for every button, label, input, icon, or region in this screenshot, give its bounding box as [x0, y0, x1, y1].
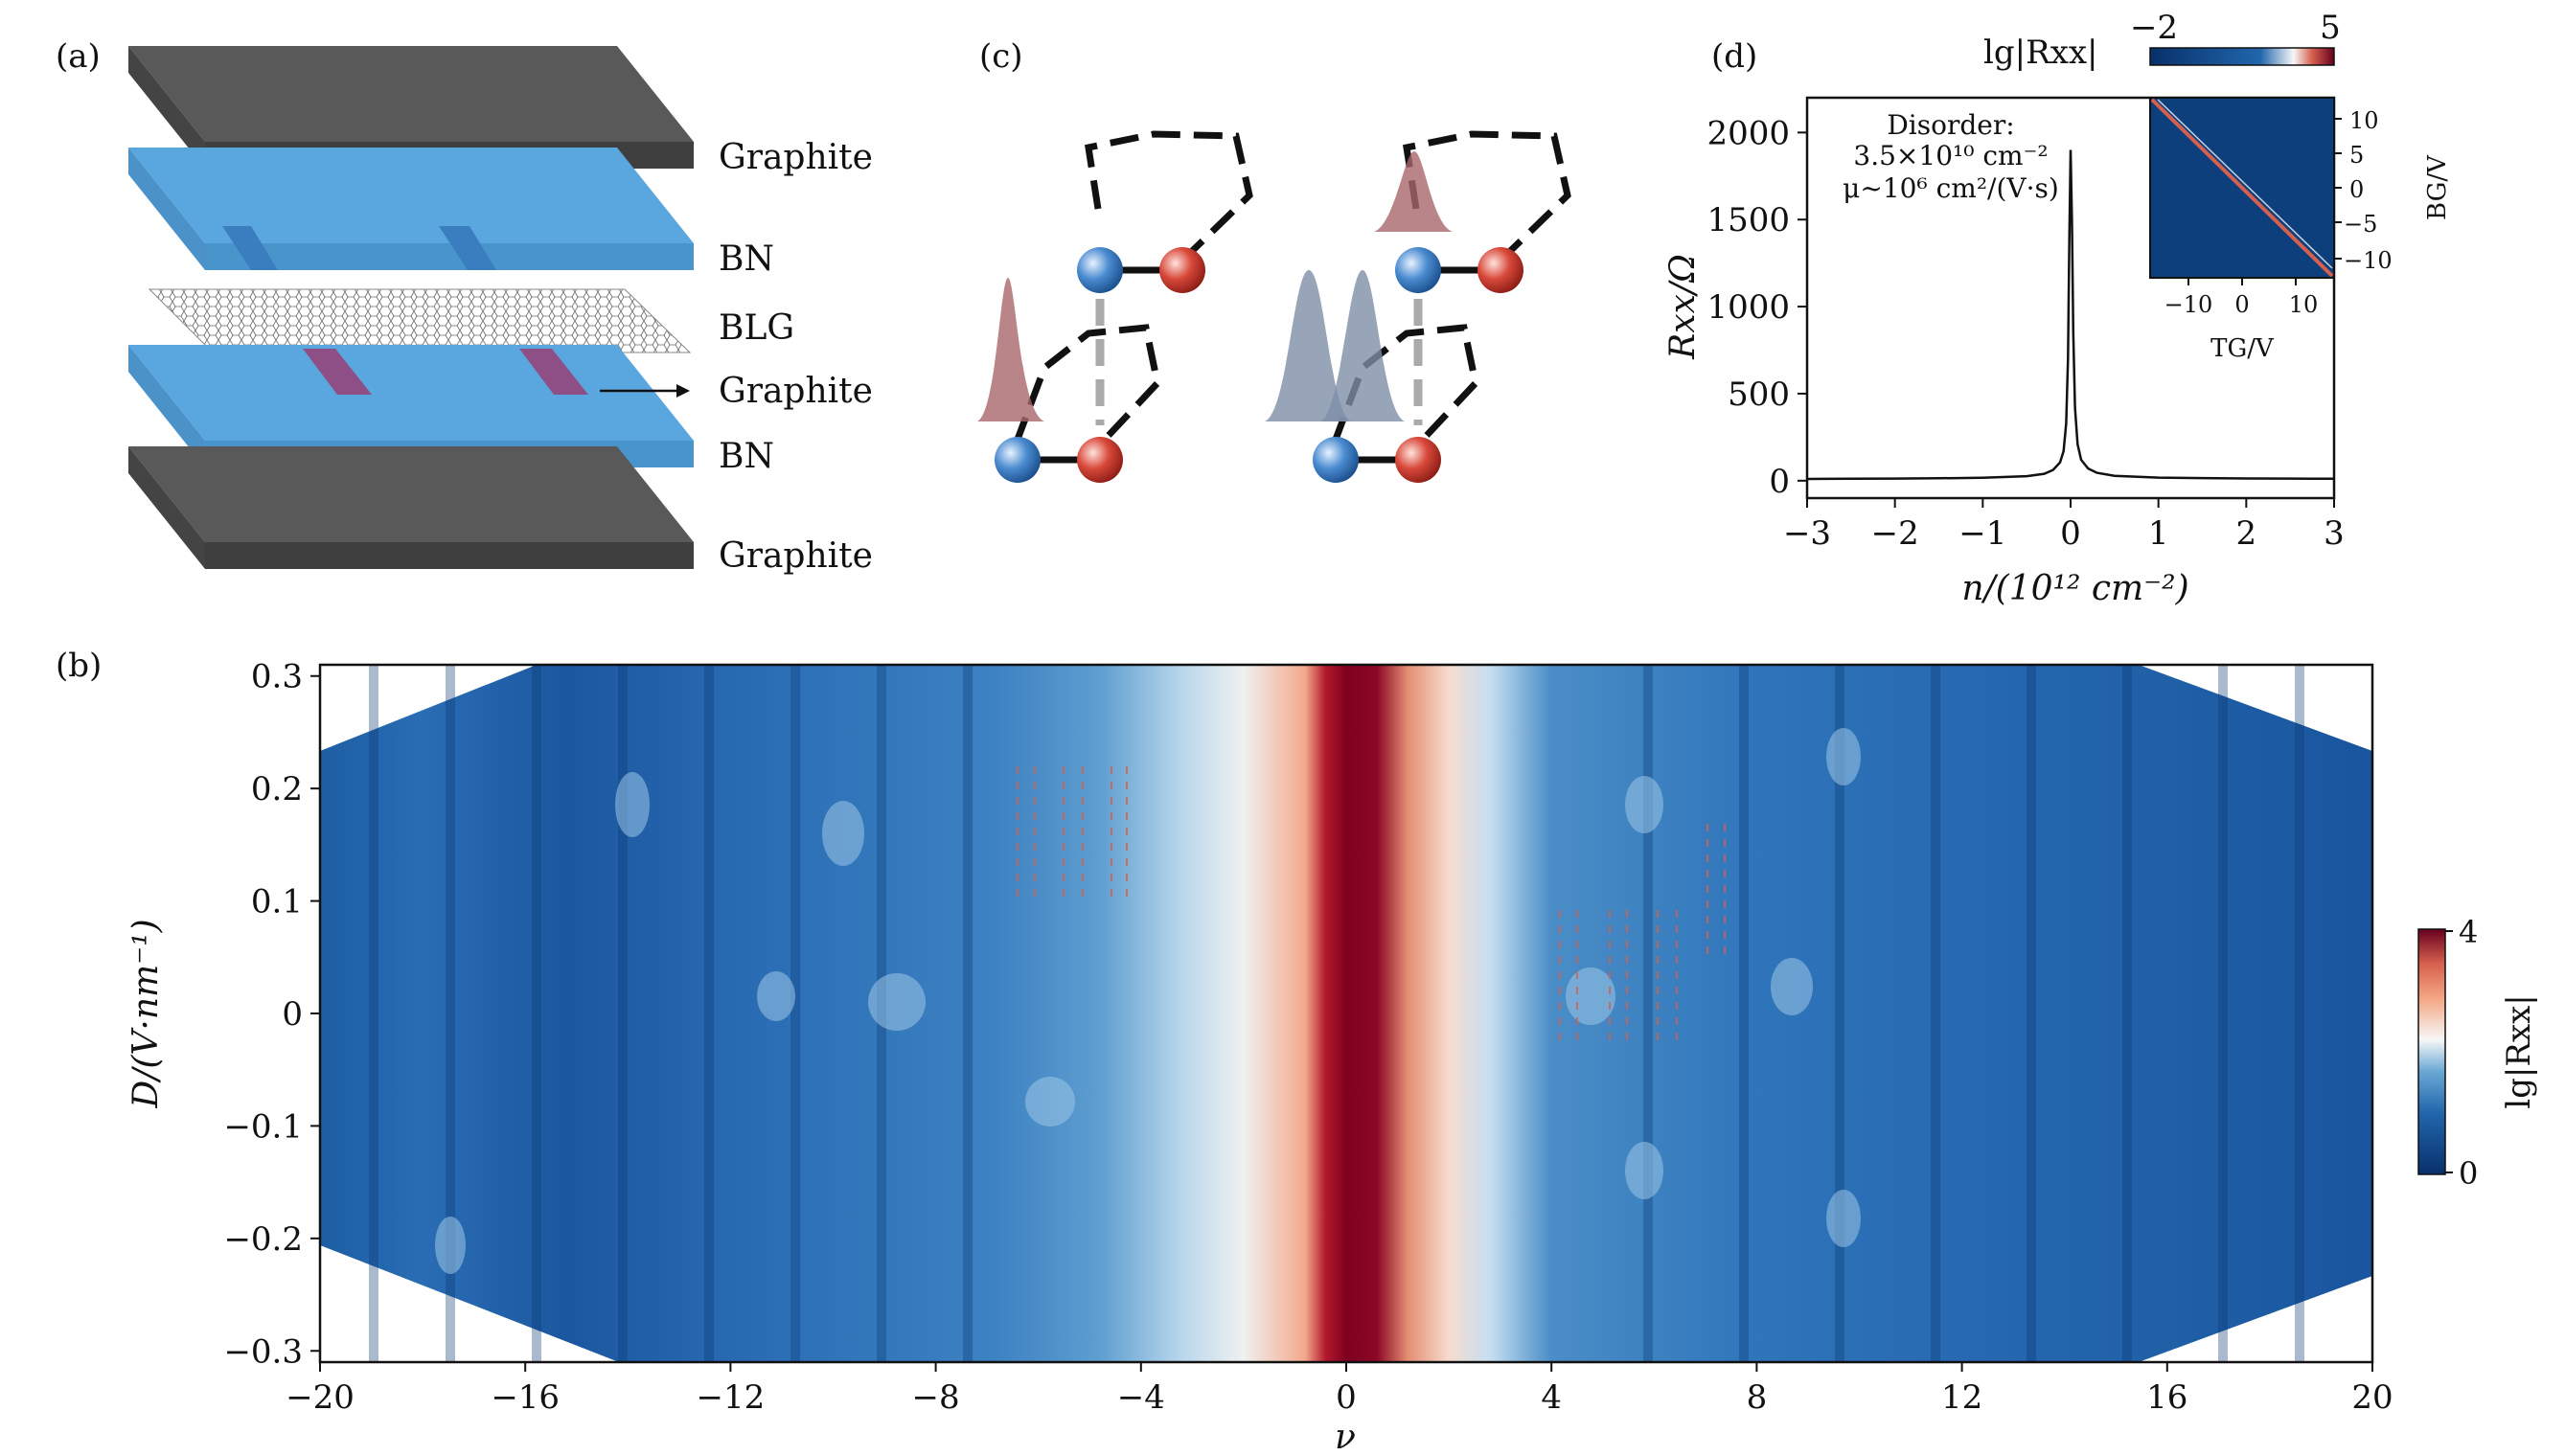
bn-layer-upper — [128, 148, 694, 243]
plot-b-xlabel: ν — [1335, 1418, 1356, 1456]
graphite-layer-top — [128, 46, 694, 142]
plot-b-xtick-label: 20 — [2351, 1378, 2393, 1417]
b-colorbar-label: lg|Rxx| — [2500, 994, 2538, 1109]
panel-c: (c) — [977, 37, 1571, 483]
plot-b-xtick-label: −8 — [912, 1378, 960, 1417]
hex-dashed-upper-left — [1085, 130, 1253, 262]
plot-d-ytick-label: 2000 — [1706, 114, 1790, 152]
bn-layer-lower — [128, 345, 694, 441]
d-colorbar-label: lg|Rxx| — [1983, 34, 2098, 72]
wavefunction-blue-right-b — [1320, 270, 1405, 421]
plot-b-ytick-label: −0.1 — [223, 1107, 303, 1146]
plot-b-ticks: −20 −16 −12 −8 −4 0 4 8 12 16 20 0.3 0.2 0.1 0 −0.1 −0.2… — [223, 658, 2393, 1417]
layer-label-graphite-top: Graphite — [719, 138, 873, 177]
contact-graphite-left — [303, 349, 372, 395]
plot-b-xtick-label: −16 — [491, 1378, 560, 1417]
disorder-annotation-line1: Disorder: — [1887, 109, 2014, 141]
rxx-curve — [1806, 149, 2335, 481]
atom-red-upper-left — [1159, 247, 1205, 293]
panel-b-label: (b) — [56, 647, 102, 685]
inset-axis-ticks — [2187, 118, 2342, 285]
layer-label-graphite-middle: Graphite — [719, 372, 873, 411]
plot-d-ytick-label: 500 — [1728, 375, 1790, 414]
panel-d-label: (d) — [1711, 37, 1757, 76]
plot-b-ytick-label: 0.3 — [251, 658, 303, 696]
plot-b-xtick-label: 12 — [1941, 1378, 1982, 1417]
inset-diagonal-line — [2150, 98, 2334, 278]
b-colorbar — [2417, 928, 2446, 1175]
inset-ytick-10: 10 — [2349, 107, 2379, 134]
wavefunction-red-left — [977, 278, 1044, 421]
atom-blue-upper-right — [1395, 247, 1441, 293]
atom-red-lower-right — [1395, 437, 1441, 483]
b-colorbar-tick-max: 4 — [2459, 914, 2478, 950]
mobility-annotation: μ~10⁶ cm²/(V·s) — [1843, 172, 2059, 204]
d-colorbar-tick-max: 5 — [2320, 9, 2341, 47]
inset-ytick-5: 5 — [2349, 142, 2364, 169]
plot-d-xtick-label: 1 — [2148, 514, 2169, 553]
atom-blue-upper-left — [1077, 247, 1123, 293]
atom-blue-lower-left — [995, 437, 1041, 483]
atom-blue-lower-right — [1313, 437, 1359, 483]
plot-b-xtick-label: −4 — [1117, 1378, 1165, 1417]
plot-d-xlabel: n/(10¹² cm⁻²) — [1961, 569, 2188, 608]
plot-b-ytick-label: 0.2 — [251, 770, 303, 808]
plot-d-ylabel: Rxx/Ω — [1663, 254, 1703, 360]
panel-b: (b) — [56, 647, 2538, 1456]
d-colorbar — [2149, 47, 2335, 66]
wavefunction-red-right — [1374, 151, 1453, 232]
plot-d-xtick-label: −3 — [1783, 514, 1831, 553]
plot-b-xtick-label: 0 — [1336, 1378, 1357, 1417]
plot-b-ylabel: D/(V·nm⁻¹) — [126, 919, 166, 1108]
contact-graphite-right — [519, 349, 588, 395]
plot-d-xtick-label: 0 — [2060, 514, 2081, 553]
wavefunction-blue-right-a — [1265, 270, 1351, 421]
plot-d-xtick-label: 3 — [2324, 514, 2345, 553]
inset-xlabel: TG/V — [2210, 334, 2275, 363]
inset-xtick-10: 10 — [2289, 291, 2319, 318]
b-colorbar-tick-min: 0 — [2459, 1155, 2478, 1192]
atom-red-lower-left — [1077, 437, 1123, 483]
plot-b-ytick-label: 0.1 — [251, 883, 303, 921]
hex-dashed-lower-left — [1012, 324, 1161, 446]
plot-b-xtick-label: 8 — [1747, 1378, 1768, 1417]
plot-d-xtick-label: 2 — [2236, 514, 2257, 553]
layer-label-bn-upper: BN — [719, 239, 774, 279]
blg-sheet — [148, 288, 692, 353]
graphite-layer-bottom — [128, 446, 694, 542]
panel-c-label: (c) — [979, 37, 1023, 76]
plot-b-ytick-label: −0.2 — [223, 1220, 303, 1259]
panel-a: (a) Graphite BN BLG Graphite BN Grap — [56, 37, 873, 576]
inset-ytick-m5: −5 — [2344, 211, 2377, 238]
plot-d-xtick-label: −1 — [1958, 514, 2006, 553]
d-colorbar-tick-min: −2 — [2130, 9, 2178, 47]
plot-b-xtick-label: −20 — [286, 1378, 355, 1417]
inset-xtick-0: 0 — [2234, 291, 2249, 318]
contact-upper-right — [439, 226, 496, 270]
plot-b-ytick-label: 0 — [282, 995, 303, 1034]
hex-dashed-upper-right — [1403, 130, 1571, 262]
disorder-annotation-line2: 3.5×10¹⁰ cm⁻² — [1853, 140, 2048, 171]
contact-upper-left — [222, 226, 278, 270]
plot-b-xtick-label: −12 — [697, 1378, 766, 1417]
panel-a-label: (a) — [56, 37, 101, 76]
layer-label-bn-lower: BN — [719, 437, 774, 476]
plot-b-xtick-label: 4 — [1541, 1378, 1562, 1417]
atom-red-upper-right — [1477, 247, 1523, 293]
inset-ytick-m10: −10 — [2344, 247, 2393, 274]
inset-ytick-0: 0 — [2349, 176, 2364, 203]
plot-d-ytick-label: 1000 — [1706, 288, 1790, 327]
plot-d-ytick-label: 0 — [1769, 463, 1790, 501]
plot-b-xtick-label: 16 — [2146, 1378, 2187, 1417]
inset-ylabel: BG/V — [2423, 154, 2452, 220]
plot-d-xtick-label: −2 — [1871, 514, 1919, 553]
plot-b-ytick-label: −0.3 — [223, 1332, 303, 1371]
layer-label-graphite-bottom: Graphite — [719, 536, 873, 576]
heatmap-b — [320, 665, 2372, 1362]
layer-label-blg: BLG — [719, 308, 794, 348]
plot-d-ytick-label: 1500 — [1706, 201, 1790, 239]
inset-xtick-m10: −10 — [2164, 291, 2213, 318]
